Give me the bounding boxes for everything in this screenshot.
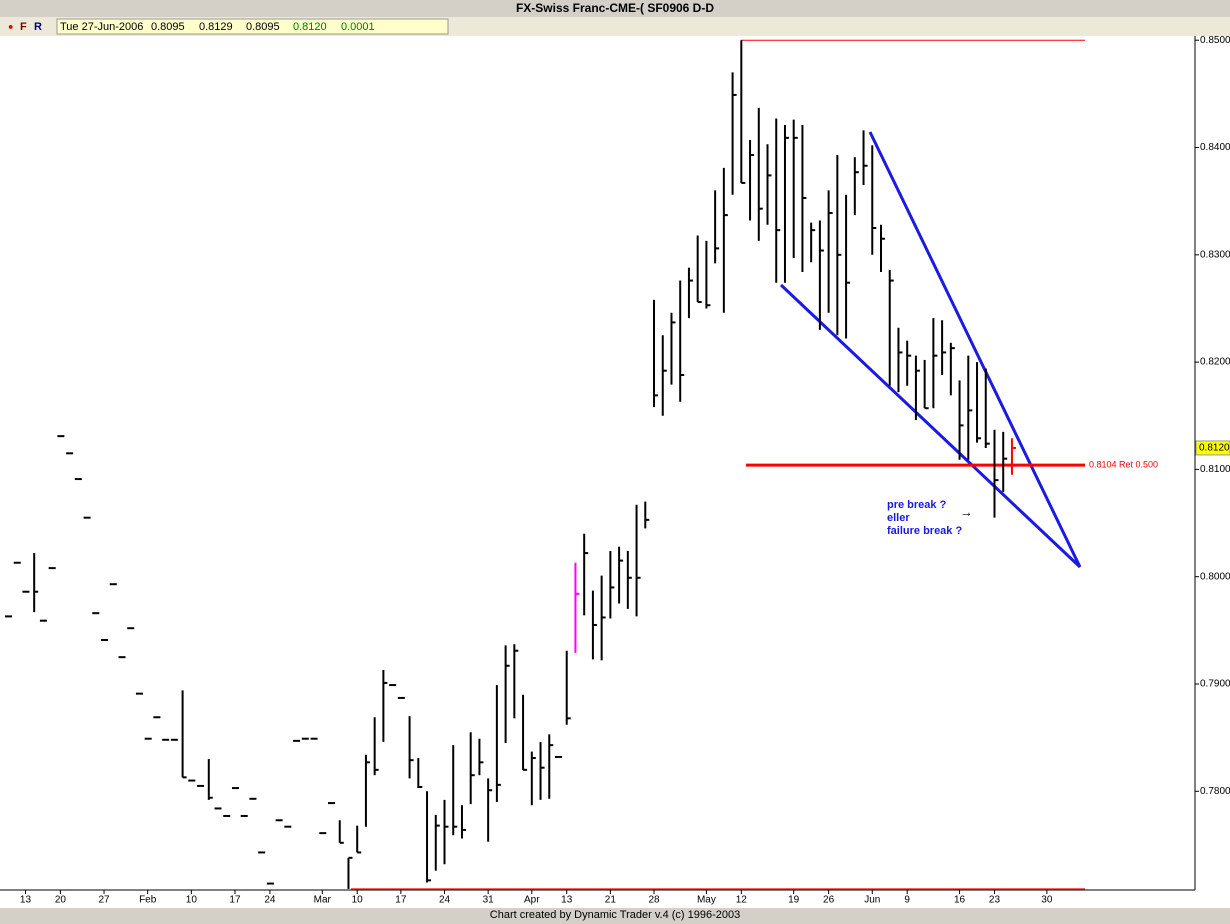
level-label: 0.8104 Ret 0.500 (1089, 459, 1158, 469)
x-tick-label: 13 (20, 895, 32, 906)
footer: Chart created by Dynamic Trader v.4 (c) … (490, 909, 740, 921)
info-low: 0.8095 (246, 21, 280, 33)
annotation: failure break ? (887, 525, 962, 537)
info-open: 0.8095 (151, 21, 185, 33)
info-high: 0.8129 (199, 21, 233, 33)
info-change: 0.0001 (341, 21, 375, 33)
y-tick-label: 0.8300 (1200, 249, 1230, 260)
f-button[interactable]: F (20, 21, 27, 33)
info-close: 0.8120 (293, 21, 327, 33)
y-tick-label: 0.7900 (1200, 679, 1230, 690)
x-tick-label: 24 (264, 895, 276, 906)
x-tick-label: 16 (954, 895, 966, 906)
x-tick-label: 24 (439, 895, 451, 906)
info-box (56, 18, 449, 35)
x-tick-label: May (697, 895, 716, 906)
x-tick-label: Apr (524, 895, 540, 906)
y-tick-label: 0.8500 (1200, 35, 1230, 46)
x-tick-label: 28 (648, 895, 660, 906)
x-tick-label: 31 (483, 895, 495, 906)
x-tick-label: Jun (864, 895, 880, 906)
x-tick-label: 23 (989, 895, 1001, 906)
r-button[interactable]: R (34, 21, 42, 33)
plot-area (0, 36, 1230, 908)
last-price-box (1195, 440, 1230, 456)
x-tick-label: Mar (314, 895, 332, 906)
x-tick-label: Feb (139, 895, 157, 906)
x-tick-label: 12 (736, 895, 748, 906)
trendline-upper (868, 131, 1082, 568)
x-tick-label: 30 (1041, 895, 1053, 906)
y-tick-label: 0.8100 (1200, 464, 1230, 475)
y-tick-label: 0.8400 (1200, 142, 1230, 153)
y-tick-label: 0.8000 (1200, 571, 1230, 582)
annotation: eller (887, 512, 910, 524)
x-tick-label: 20 (55, 895, 67, 906)
x-tick-label: 19 (788, 895, 800, 906)
trendline-lower (779, 283, 1082, 569)
annotation-arrow: → (960, 504, 973, 519)
x-tick-label: 10 (186, 895, 198, 906)
x-tick-label: 21 (605, 895, 617, 906)
x-tick-label: 17 (395, 895, 407, 906)
window-title: FX-Swiss Franc-CME-( SF0906 D-D (516, 1, 714, 15)
info-date: Tue 27-Jun-2006 (60, 21, 143, 33)
x-tick-label: 13 (561, 895, 573, 906)
x-tick-label: 27 (98, 895, 110, 906)
x-tick-label: 9 (904, 895, 910, 906)
x-tick-label: 26 (823, 895, 835, 906)
record-button[interactable]: ● (8, 21, 13, 31)
annotation: pre break ? (887, 499, 947, 511)
last-price-label: 0.8120 (1199, 443, 1230, 454)
x-tick-label: 10 (352, 895, 364, 906)
y-tick-label: 0.8200 (1200, 357, 1230, 368)
x-tick-label: 17 (229, 895, 241, 906)
y-tick-label: 0.7800 (1200, 786, 1230, 797)
title-bar (0, 0, 1230, 17)
